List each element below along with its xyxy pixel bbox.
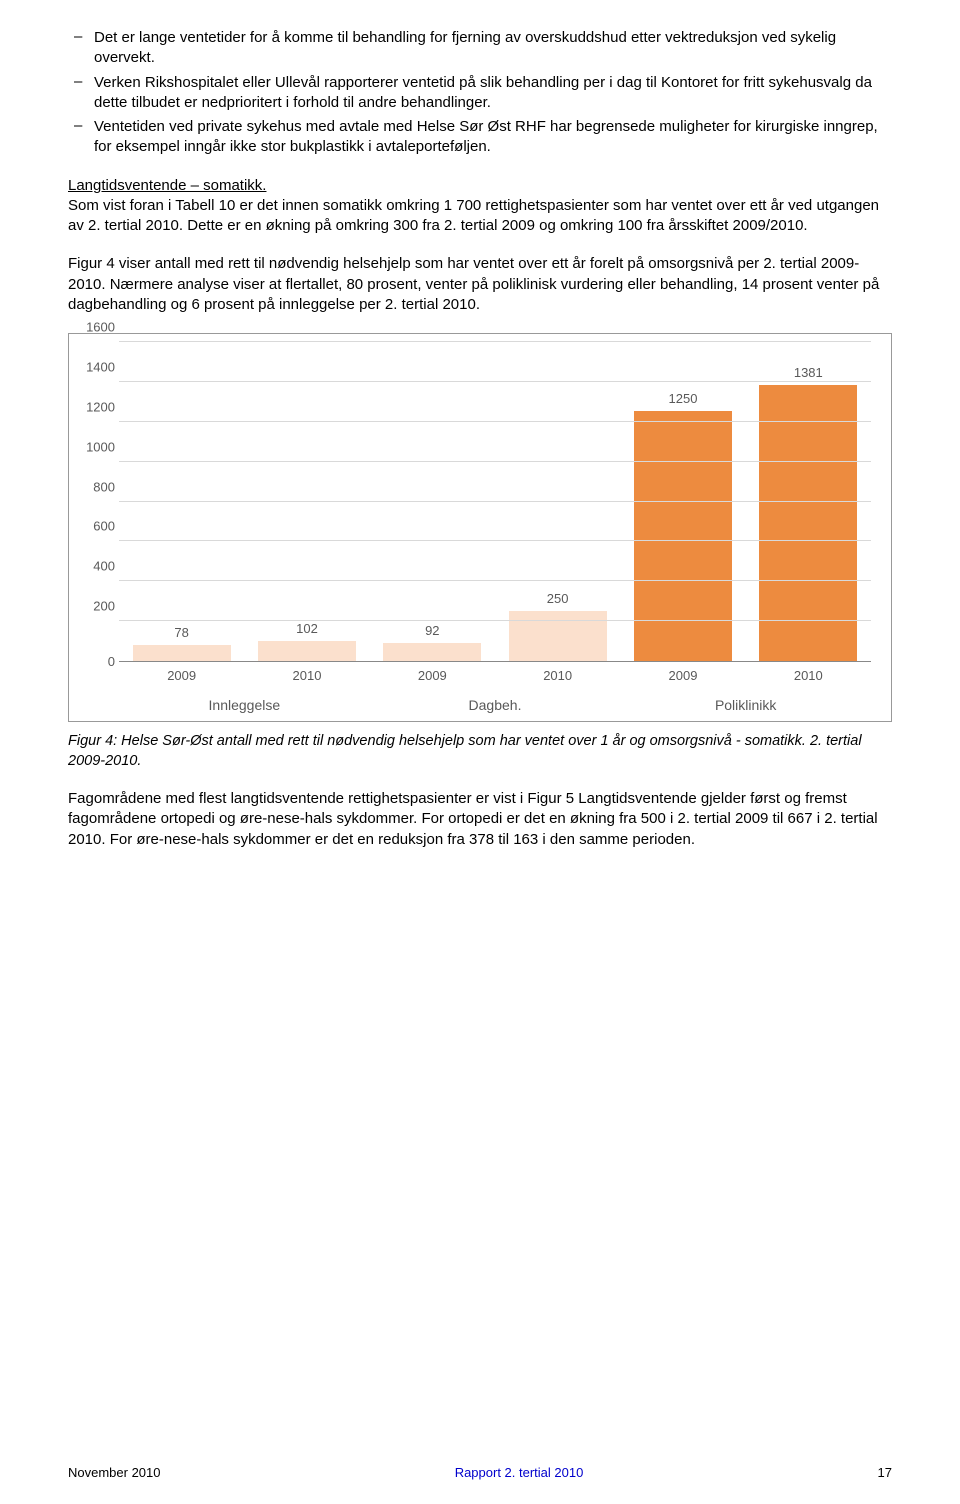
chart-x-tick: 2010 xyxy=(746,662,871,683)
chart-group-label: Poliklinikk xyxy=(620,697,871,713)
chart-bar: 1250 xyxy=(634,411,732,661)
page-footer: November 2010 Rapport 2. tertial 2010 17 xyxy=(68,1465,892,1480)
chart-y-tick: 1000 xyxy=(77,439,115,454)
chart-plot-area: 781029225012501381 200400600800100012001… xyxy=(119,342,871,662)
chart-y-tick: 600 xyxy=(77,519,115,534)
footer-left: November 2010 xyxy=(68,1465,161,1480)
bullet-list: – Det er lange ventetider for å komme ti… xyxy=(68,28,892,158)
chart-bar-slot: 250 xyxy=(495,342,620,661)
list-item: – Verken Rikshospitalet eller Ullevål ra… xyxy=(68,73,892,114)
paragraph-text: Fagområdene med flest langtidsventende r… xyxy=(68,789,892,850)
bullet-dash-icon: – xyxy=(68,28,94,69)
chart-gridline xyxy=(119,421,871,422)
bullet-text: Verken Rikshospitalet eller Ullevål rapp… xyxy=(94,73,892,114)
footer-right: 17 xyxy=(878,1465,892,1480)
list-item: – Det er lange ventetider for å komme ti… xyxy=(68,28,892,69)
chart-gridline xyxy=(119,461,871,462)
chart-bar-slot: 78 xyxy=(119,342,244,661)
chart-bar: 92 xyxy=(383,643,481,661)
chart-x-tick: 2010 xyxy=(244,662,369,683)
chart-y-tick: 800 xyxy=(77,479,115,494)
chart-bar-label: 1250 xyxy=(669,391,698,406)
chart-y-tick: 200 xyxy=(77,599,115,614)
footer-center: Rapport 2. tertial 2010 xyxy=(455,1465,584,1480)
paragraph-text: Som vist foran i Tabell 10 er det innen … xyxy=(68,197,879,234)
figure-caption: Figur 4: Helse Sør-Øst antall med rett t… xyxy=(68,732,892,771)
chart-x-tick: 2009 xyxy=(620,662,745,683)
chart-group-label: Innleggelse xyxy=(119,697,370,713)
chart-bar: 102 xyxy=(258,641,356,661)
chart-group-axis: InnleggelseDagbeh.Poliklinikk xyxy=(119,697,871,713)
chart-y-tick: 1200 xyxy=(77,399,115,414)
chart-y-tick: 0 xyxy=(77,654,115,669)
bullet-dash-icon: – xyxy=(68,117,94,158)
chart-x-tick: 2010 xyxy=(495,662,620,683)
section-block: Langtidsventende – somatikk. Som vist fo… xyxy=(68,176,892,237)
chart-gridline xyxy=(119,341,871,342)
chart-bar-slot: 1381 xyxy=(746,342,871,661)
chart-bar: 78 xyxy=(133,645,231,661)
bullet-text: Ventetiden ved private sykehus med avtal… xyxy=(94,117,892,158)
chart-bar-label: 92 xyxy=(425,623,439,638)
bullet-text: Det er lange ventetider for å komme til … xyxy=(94,28,892,69)
chart-bar-label: 250 xyxy=(547,591,569,606)
chart-container: 78 102 92 250 1250 1381 200 400 600 800 1000 1200 1… xyxy=(68,333,892,722)
chart-bar-slot: 102 xyxy=(244,342,369,661)
chart-bars: 78 102 92 250 1250 1381 xyxy=(119,342,871,661)
list-item: – Ventetiden ved private sykehus med avt… xyxy=(68,117,892,158)
chart-x-axis: 200920102009201020092010 xyxy=(119,662,871,683)
chart-bar-slot: 92 xyxy=(370,342,495,661)
chart-y-tick: 1400 xyxy=(77,359,115,374)
bullet-dash-icon: – xyxy=(68,73,94,114)
chart-bar-label: 1381 xyxy=(794,365,823,380)
chart-gridline xyxy=(119,620,871,621)
chart-bar: 250 xyxy=(509,611,607,661)
chart-group-label: Dagbeh. xyxy=(370,697,621,713)
chart-gridline xyxy=(119,501,871,502)
chart-y-tick: 1600 xyxy=(77,320,115,335)
chart-bar-label: 78 xyxy=(174,625,188,640)
section-heading: Langtidsventende – somatikk. xyxy=(68,177,266,194)
bar-chart: 78 102 92 250 1250 1381 200 400 600 800 1000 1200 1… xyxy=(77,342,871,713)
chart-gridline xyxy=(119,381,871,382)
chart-y-tick: 400 xyxy=(77,559,115,574)
chart-x-tick: 2009 xyxy=(370,662,495,683)
chart-gridline xyxy=(119,540,871,541)
chart-bar-slot: 1250 xyxy=(620,342,745,661)
chart-gridline xyxy=(119,580,871,581)
paragraph-text: Figur 4 viser antall med rett til nødven… xyxy=(68,254,892,315)
chart-bar-label: 102 xyxy=(296,621,318,636)
chart-x-tick: 2009 xyxy=(119,662,244,683)
